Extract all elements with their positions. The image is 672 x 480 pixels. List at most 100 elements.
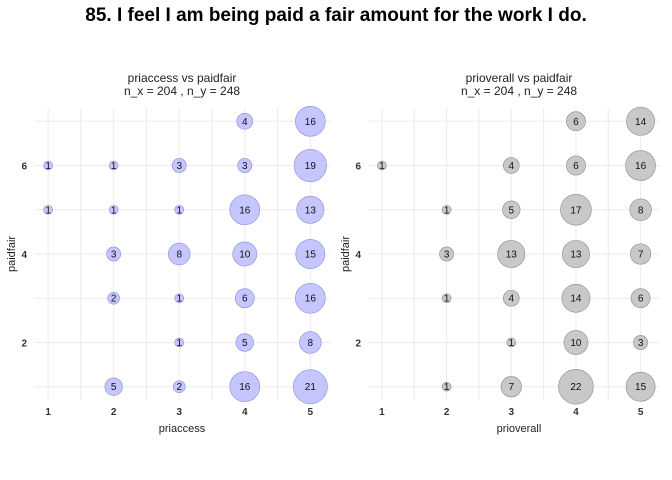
bubble [441, 293, 452, 304]
bubble-count-label: 7 [638, 250, 644, 261]
bubble [625, 150, 656, 181]
bubble [377, 160, 387, 171]
bubble-count-label: 15 [635, 382, 647, 393]
bubble-count-label: 7 [508, 382, 514, 393]
bubble [296, 195, 325, 224]
bubble [229, 371, 261, 403]
bubble-count-label: 16 [635, 161, 647, 172]
bubble [234, 288, 255, 309]
bubble [441, 381, 452, 392]
bubble-count-label: 15 [305, 250, 317, 261]
bubble-count-label: 3 [444, 250, 450, 261]
bubble [236, 112, 254, 130]
bubble-count-label: 2 [176, 382, 182, 393]
bubble [168, 242, 191, 266]
x-axis-label: prioverall [497, 423, 542, 435]
bubble [104, 377, 123, 396]
bubble-count-label: 6 [638, 294, 644, 305]
bubble [108, 160, 119, 171]
panel-title: priaccess vs paidfair [128, 71, 237, 85]
bubble [292, 369, 328, 405]
x-tick-label: 2 [111, 407, 117, 418]
y-tick-label: 6 [21, 162, 27, 173]
bubble-count-label: 1 [45, 161, 51, 172]
bubble-count-label: 8 [176, 250, 182, 261]
bubble [563, 330, 589, 355]
bubble [558, 369, 594, 405]
x-axis-label: priaccess [159, 423, 206, 435]
bubble [174, 293, 185, 304]
y-axis-label: paidfair [6, 236, 18, 272]
bubble [630, 288, 651, 309]
bubble-count-label: 4 [508, 161, 514, 172]
bubble [174, 204, 185, 215]
bubble [299, 331, 322, 354]
bubble-count-label: 1 [111, 161, 117, 172]
bubble-count-label: 17 [570, 205, 582, 216]
bubble-count-label: 1 [508, 338, 514, 349]
bubble [441, 204, 452, 215]
x-tick-label: 1 [379, 407, 385, 418]
bubble [172, 380, 186, 393]
bubble-count-label: 6 [573, 161, 579, 172]
bubble-count-label: 14 [570, 294, 582, 305]
bubble-count-label: 5 [111, 382, 117, 393]
x-tick-label: 3 [176, 407, 182, 418]
bubble-count-label: 5 [242, 338, 248, 349]
bubble [43, 204, 53, 215]
x-tick-label: 4 [573, 407, 579, 418]
bubble [108, 204, 119, 215]
bubble-count-label: 21 [305, 382, 317, 393]
bubble [633, 335, 648, 350]
bubble-count-label: 3 [638, 338, 644, 349]
bubble-count-label: 1 [45, 205, 51, 216]
bubble [566, 155, 586, 176]
bubble [560, 194, 592, 226]
bubble-count-label: 1 [111, 205, 117, 216]
bubble-count-label: 8 [308, 338, 314, 349]
bubble-count-label: 1 [176, 338, 182, 349]
bubble-count-label: 1 [176, 294, 182, 305]
bubble-count-label: 2 [111, 294, 117, 305]
bubble-count-label: 14 [635, 117, 647, 128]
bubble-count-label: 10 [239, 250, 251, 261]
bubble-count-label: 5 [508, 205, 514, 216]
bubble-count-label: 8 [638, 205, 644, 216]
y-tick-label: 2 [21, 338, 27, 349]
bubble-count-label: 3 [176, 161, 182, 172]
x-tick-label: 2 [444, 407, 450, 418]
y-tick-label: 4 [21, 250, 27, 261]
bubble-count-label: 1 [444, 205, 450, 216]
panel-title: prioverall vs paidfair [466, 71, 573, 85]
bubble-count-label: 16 [305, 117, 317, 128]
bubble-count-label: 1 [176, 205, 182, 216]
bubble [502, 200, 521, 219]
bubble [500, 376, 522, 398]
bubble-count-label: 13 [570, 250, 582, 261]
bubble [229, 194, 261, 226]
bubble-count-label: 13 [506, 250, 518, 261]
bubble-count-label: 6 [242, 294, 248, 305]
bubble [566, 111, 586, 132]
panel-subtitle: n_x = 204 , n_y = 248 [124, 84, 240, 98]
bubble [106, 246, 122, 262]
bubble [295, 105, 326, 137]
bubble [497, 240, 526, 268]
bubble-count-label: 22 [570, 382, 582, 393]
bubble-count-label: 10 [570, 338, 582, 349]
bubble [561, 283, 591, 313]
bubble [626, 106, 655, 136]
bubble-count-label: 1 [379, 161, 385, 172]
x-tick-label: 3 [508, 407, 514, 418]
panel-subtitle: n_x = 204 , n_y = 248 [461, 84, 577, 98]
x-tick-label: 5 [638, 407, 644, 418]
bubble [295, 239, 326, 269]
bubble-count-label: 4 [508, 294, 514, 305]
bubble [235, 333, 254, 352]
y-axis-label: paidfair [340, 236, 352, 272]
bubble [174, 337, 185, 348]
bubble [502, 289, 520, 307]
bubble [439, 246, 454, 262]
x-tick-label: 5 [308, 407, 314, 418]
